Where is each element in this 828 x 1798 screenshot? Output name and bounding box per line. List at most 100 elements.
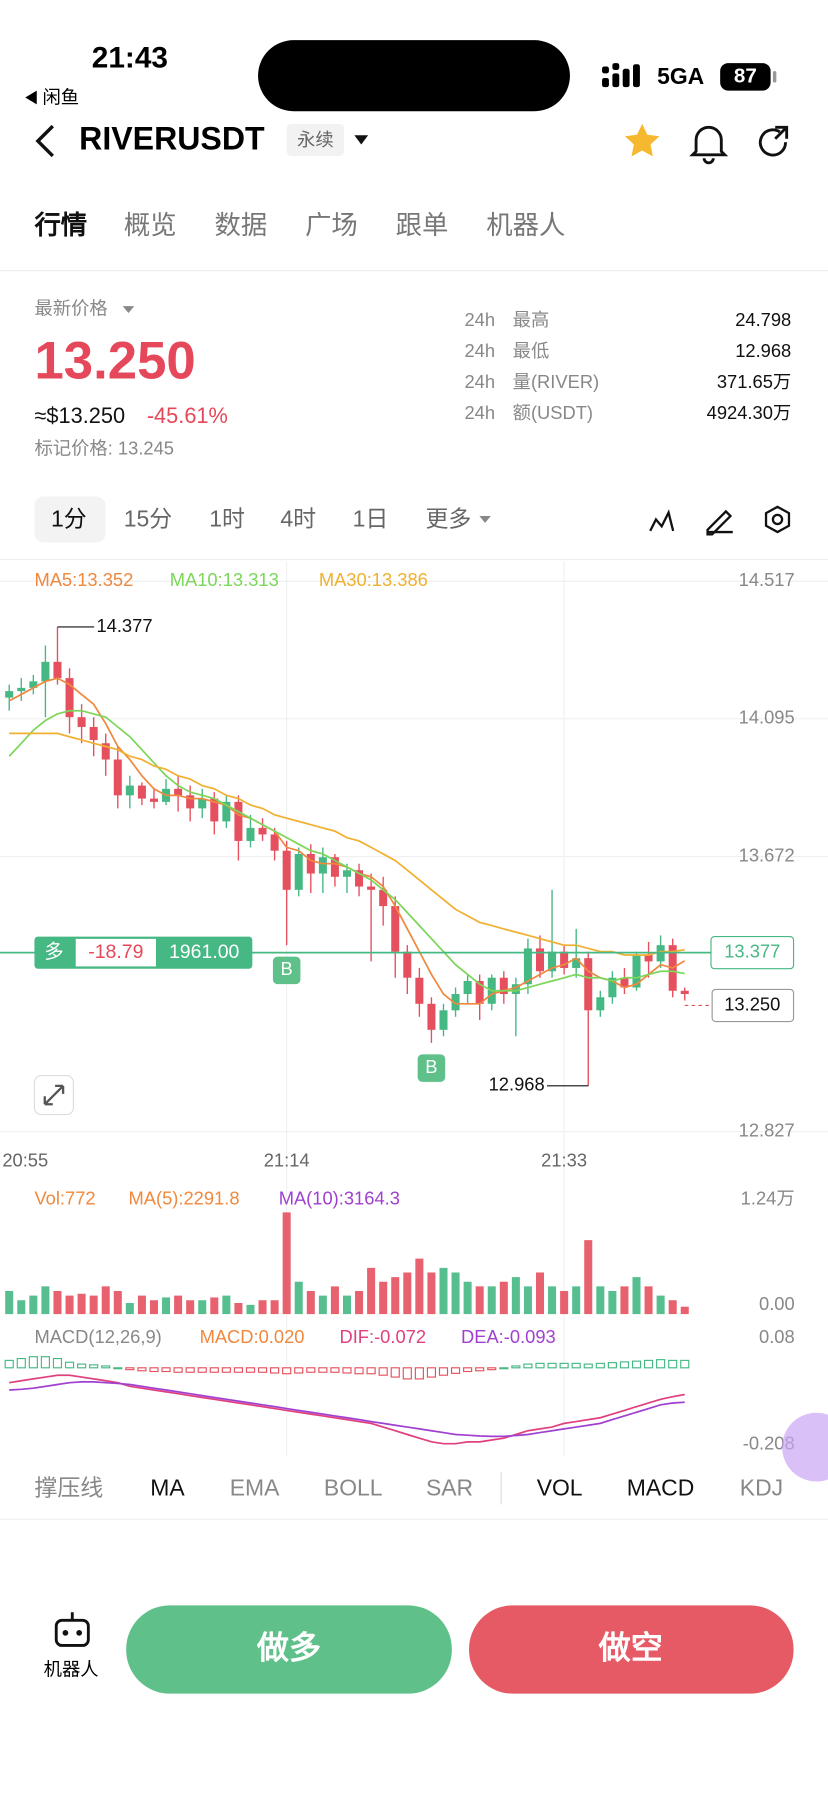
favorite-star[interactable]: [624, 123, 660, 157]
ma-line: [9, 732, 685, 956]
macd-bar: [402, 1367, 412, 1380]
macd-bar: [523, 1363, 533, 1369]
candle-body: [403, 951, 412, 978]
symbol-dropdown[interactable]: [354, 135, 369, 145]
tab[interactable]: 数据: [214, 210, 267, 240]
macd-bar: [4, 1359, 14, 1369]
macd-bar: [125, 1367, 135, 1371]
indicator-tab[interactable]: KDJ: [740, 1475, 783, 1501]
robot-icon[interactable]: [54, 1612, 90, 1647]
symbol[interactable]: RIVERUSDT: [79, 121, 265, 157]
short-label[interactable]: 做空: [598, 1630, 663, 1666]
volume-bar: [560, 1290, 569, 1315]
tab[interactable]: 跟单: [396, 210, 449, 240]
interval[interactable]: 1日: [353, 506, 389, 532]
volume-bar: [620, 1286, 629, 1315]
indicator-tab[interactable]: 撑压线: [34, 1475, 103, 1501]
position-price-tag: [710, 936, 795, 970]
trade-mark: B: [281, 958, 293, 979]
volume-bar: [17, 1300, 26, 1315]
indicator-tab[interactable]: MA: [150, 1475, 185, 1501]
x-tick-label: 21:14: [264, 1149, 310, 1170]
interval[interactable]: 1时: [209, 506, 245, 532]
price-label-dropdown[interactable]: [122, 306, 135, 314]
volume-tick-label: 0.00: [759, 1293, 795, 1314]
volume-bar: [656, 1295, 665, 1315]
indicator-tab[interactable]: EMA: [230, 1475, 280, 1501]
position-pnl-bg: [75, 938, 156, 967]
macd-bar: [378, 1367, 388, 1376]
indicator-tab[interactable]: VOL: [537, 1475, 583, 1501]
share[interactable]: [758, 125, 789, 157]
short-button[interactable]: [469, 1605, 794, 1694]
candle-body: [41, 661, 50, 682]
volume-bar: [294, 1281, 303, 1315]
candle-body: [355, 870, 364, 887]
macd-bar: [318, 1367, 328, 1373]
tab[interactable]: 机器人: [486, 210, 565, 240]
back-app[interactable]: 闲鱼: [42, 86, 79, 107]
back-button[interactable]: [35, 124, 55, 158]
chart-tools[interactable]: [649, 505, 791, 536]
tab[interactable]: 行情: [33, 210, 87, 240]
fullscreen-icon: [43, 1084, 65, 1106]
volume-bar: [535, 1272, 545, 1315]
macd-bar: [559, 1362, 569, 1369]
battery-level: 87: [734, 64, 757, 87]
macd-bar: [282, 1367, 292, 1375]
macd-bar: [535, 1362, 545, 1369]
volume-bar: [65, 1295, 74, 1315]
stat-value: 24.798: [735, 309, 791, 330]
position-price: 13.377: [724, 940, 780, 961]
floating-button[interactable]: [782, 1412, 828, 1482]
x-tick-label: 20:55: [2, 1149, 48, 1170]
long-button[interactable]: [126, 1605, 452, 1694]
volume-bar: [596, 1286, 605, 1315]
macd-bar: [463, 1367, 473, 1373]
back-app-arrow[interactable]: [25, 90, 37, 105]
macd-bar: [257, 1367, 268, 1373]
robot-label[interactable]: 机器人: [44, 1659, 99, 1680]
interval[interactable]: 1分: [51, 506, 87, 532]
macd-bar: [197, 1367, 207, 1373]
indicator-tab[interactable]: MACD: [627, 1475, 695, 1501]
indicator-tab[interactable]: SAR: [426, 1475, 473, 1501]
candle-body: [330, 857, 339, 877]
price-label[interactable]: 最新价格: [34, 297, 107, 318]
macd-bar: [64, 1361, 75, 1369]
interval-dropdown[interactable]: [479, 516, 491, 523]
volume-bar: [137, 1295, 146, 1315]
ma-legend: MA10:13.313: [170, 569, 279, 590]
stat-label: 最高: [513, 309, 550, 330]
trade-mark-bg: [272, 956, 301, 985]
interval[interactable]: 更多: [425, 506, 471, 532]
ma-legend: MA30:13.386: [319, 569, 428, 590]
y-tick-label: 12.827: [739, 1120, 795, 1141]
stat-label: 额(USDT): [513, 402, 593, 423]
stat-period: 24h: [464, 309, 495, 330]
indicator-tab[interactable]: BOLL: [324, 1475, 383, 1501]
volume-bar: [210, 1297, 219, 1315]
y-tick-label: 14.517: [739, 569, 795, 590]
macd-bar: [438, 1367, 449, 1376]
candle-body: [499, 977, 508, 995]
long-label[interactable]: 做多: [256, 1630, 321, 1666]
macd-bar: [607, 1362, 617, 1369]
badge: 永续: [297, 129, 334, 150]
tab[interactable]: 广场: [305, 210, 358, 240]
interval-active-bg: [34, 496, 106, 543]
candle-body: [475, 980, 484, 1004]
candle-body: [548, 951, 557, 972]
tab[interactable]: 概览: [124, 210, 177, 240]
alert-bell[interactable]: [689, 125, 729, 165]
candle-body: [222, 801, 231, 822]
candle-body: [17, 687, 26, 692]
interval[interactable]: 4时: [280, 506, 316, 532]
position-size: 1961.00: [169, 941, 240, 963]
macd-bar: [137, 1367, 147, 1372]
volume-bar: [608, 1290, 617, 1315]
tab-bar: 行情 概览 数据 广场 跟单 机器人: [33, 210, 565, 240]
interval[interactable]: 15分: [124, 506, 172, 532]
